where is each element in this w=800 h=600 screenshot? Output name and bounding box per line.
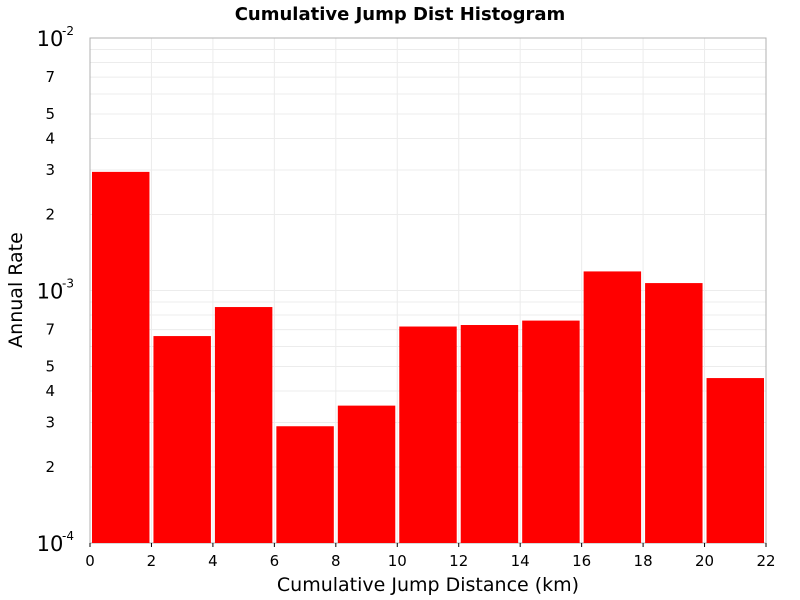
x-tick-label: 12 [449, 552, 468, 570]
y-major-tick-base: 10 [37, 280, 64, 304]
y-major-tick-base: 10 [37, 27, 64, 51]
x-tick-label: 22 [756, 552, 775, 570]
bar-1 [153, 336, 211, 543]
x-axis-label: Cumulative Jump Distance (km) [277, 574, 579, 596]
y-minor-tick-label: 4 [45, 382, 55, 400]
y-minor-tick-label: 5 [45, 105, 55, 123]
y-major-tick-exponent: -4 [62, 529, 74, 543]
x-tick-label: 8 [331, 552, 341, 570]
x-tick-label: 0 [85, 552, 95, 570]
x-tick-label: 4 [208, 552, 218, 570]
y-minor-tick-label: 3 [45, 161, 55, 179]
x-tick-label: 10 [388, 552, 407, 570]
bar-3 [276, 426, 334, 543]
y-major-tick-base: 10 [37, 532, 64, 556]
y-minor-tick-label: 2 [45, 458, 55, 476]
y-major-tick-exponent: -2 [62, 24, 74, 38]
bar-2 [214, 307, 273, 543]
y-minor-tick-label: 4 [45, 129, 55, 147]
y-major-tick-exponent: -3 [62, 277, 74, 291]
bars-group [92, 171, 764, 543]
y-minor-tick-label: 7 [45, 321, 55, 339]
bar-8 [583, 271, 642, 543]
bar-9 [645, 283, 703, 543]
x-tick-label: 16 [572, 552, 591, 570]
y-minor-tick-label: 2 [45, 205, 55, 223]
bar-5 [399, 326, 457, 543]
y-minor-tick-label: 7 [45, 68, 55, 86]
y-minor-tick-label: 5 [45, 358, 55, 376]
bar-6 [460, 325, 519, 543]
x-tick-label: 20 [695, 552, 714, 570]
x-axis-ticks: 0 2 4 6 8 10 12 14 16 18 20 22 [85, 543, 776, 570]
x-tick-label: 14 [511, 552, 530, 570]
bar-10 [706, 378, 764, 543]
bar-7 [522, 320, 580, 543]
bar-0 [92, 171, 150, 543]
y-axis-label: Annual Rate [5, 232, 27, 348]
chart-title: Cumulative Jump Dist Histogram [235, 4, 566, 25]
x-tick-label: 18 [634, 552, 653, 570]
x-tick-label: 6 [270, 552, 280, 570]
x-tick-label: 2 [147, 552, 157, 570]
y-minor-tick-label: 3 [45, 414, 55, 432]
bar-4 [337, 405, 396, 543]
